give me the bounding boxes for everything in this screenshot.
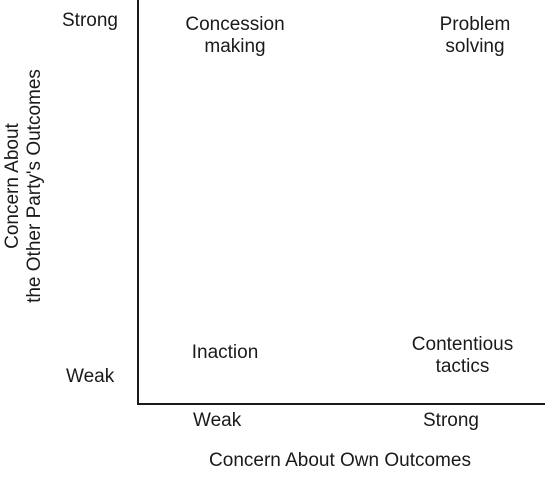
- quadrant-label-line1: Inaction: [191, 342, 259, 363]
- quadrant-label-line1: Concession: [185, 14, 285, 35]
- quadrant-label-line2: tactics: [435, 356, 490, 377]
- y-axis-title-line2: the Other Party's Outcomes: [24, 69, 45, 303]
- y-axis-title-line1: Concern About: [2, 123, 23, 249]
- x-tick-strong: Strong: [423, 410, 479, 431]
- quadrant-label-line1: Contentious: [411, 334, 514, 355]
- x-tick-weak: Weak: [193, 410, 242, 431]
- quadrant-contentious-tactics: Contentious tactics: [390, 334, 535, 378]
- quadrant-concession-making: Concession making: [160, 14, 310, 58]
- x-axis-title: Concern About Own Outcomes: [209, 450, 471, 471]
- quadrant-inaction: Inaction: [165, 342, 285, 364]
- y-tick-strong: Strong: [62, 10, 118, 31]
- y-tick-weak: Weak: [66, 366, 115, 387]
- quadrant-label-line2: solving: [445, 36, 505, 57]
- quadrant-label-line2: making: [204, 36, 266, 57]
- y-axis-line: [137, 0, 139, 405]
- quadrant-label-line1: Problem: [439, 14, 511, 35]
- quadrant-problem-solving: Problem solving: [420, 14, 530, 58]
- x-axis-line: [137, 403, 545, 405]
